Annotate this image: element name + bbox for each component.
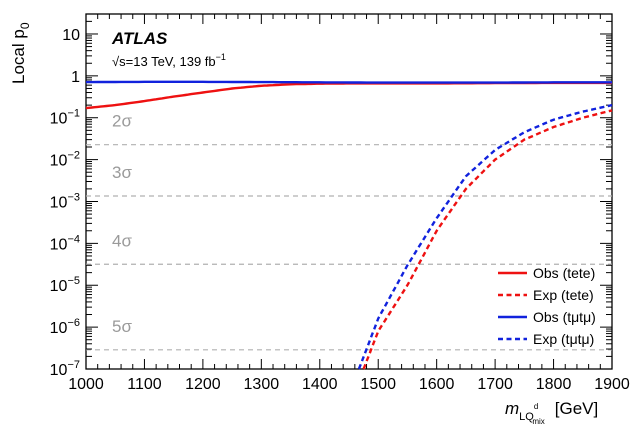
y-tick-label: 10 [62,27,80,44]
x-tick-label: 1700 [477,376,513,393]
legend-label-3: Exp (tμtμ) [533,331,594,347]
energy-lumi-label: √s=13 TeV, 139 fb−1 [112,52,226,69]
axis-ticks: 1000 1100 1200 1300 1400 1500 1600 1700 1800 1900… [50,14,630,393]
legend-label-0: Obs (tete) [533,265,595,281]
legend-label-1: Exp (tete) [533,287,594,303]
y-tick-label: 10−2 [50,150,80,170]
sigma-label-4: 4σ [112,231,132,250]
y-tick-label: 10−6 [50,317,80,337]
series-line-0 [85,81,612,110]
series-line-1 [362,109,613,370]
y-tick-label: 1 [71,69,80,86]
x-tick-label: 1200 [185,376,221,393]
y-axis-label: Local p0 [9,22,32,84]
sigma-label-3: 3σ [112,163,132,182]
series-line-2 [86,80,612,84]
x-tick-label: 1600 [419,376,455,393]
y-tick-label: 10−5 [50,275,80,295]
sigma-label-2: 2σ [112,112,132,131]
series-layer [85,80,613,370]
y-tick-label: 10−3 [50,191,80,211]
x-tick-label: 1300 [244,376,280,393]
series-line-3 [357,103,613,370]
x-tick-label: 1100 [127,376,162,393]
plot-frame [85,13,613,370]
sigma-label-5: 5σ [112,317,132,336]
x-tick-label: 1000 [68,376,104,393]
legend: Obs (tete) Exp (tete) Obs (tμtμ) Exp (tμtμ) [498,265,596,347]
legend-label-2: Obs (tμtμ) [533,309,596,325]
atlas-label: ATLAS [111,29,168,48]
x-tick-label: 1800 [536,376,572,393]
x-axis-label: mLQd mix[GeV] [505,399,598,426]
x-tick-label: 1400 [302,376,338,393]
y-tick-label: 10−7 [50,359,80,379]
y-tick-label: 10−4 [50,233,80,253]
sigma-lines: 2σ 3σ 4σ 5σ [86,112,612,351]
x-tick-label: 1900 [594,376,630,393]
y-tick-label: 10−1 [50,108,80,128]
x-tick-label: 1500 [360,376,396,393]
